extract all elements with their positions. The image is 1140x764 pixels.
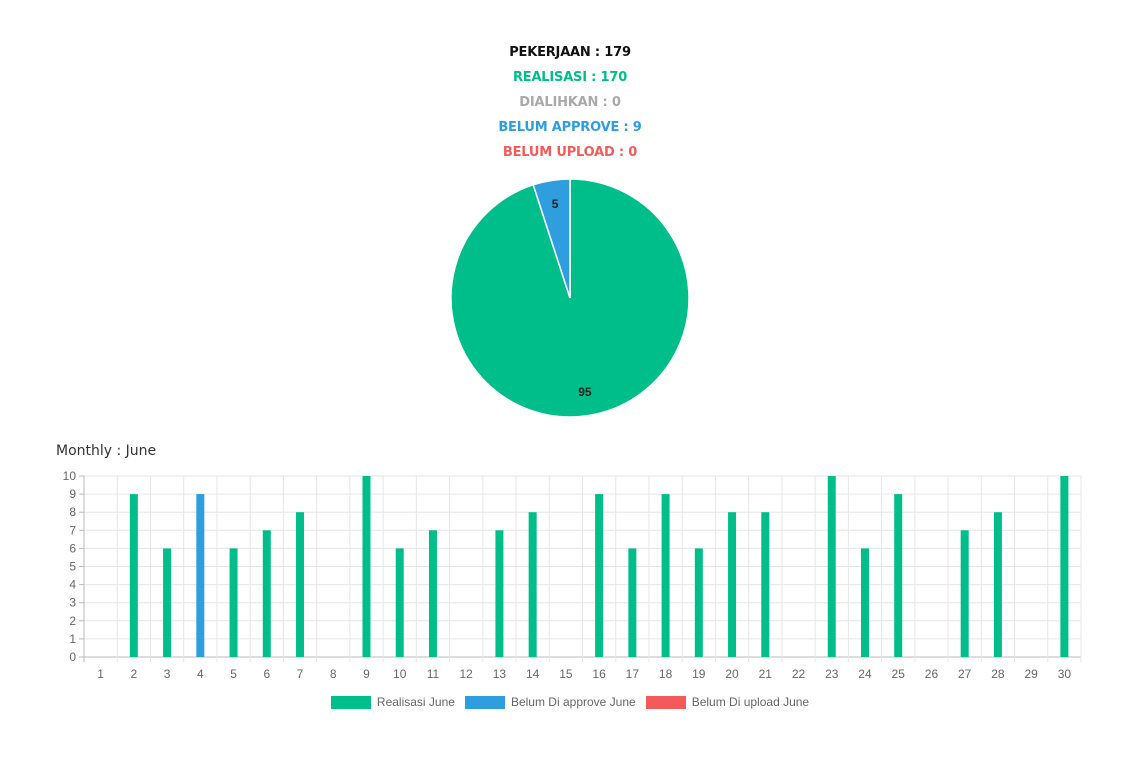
pie-slice-label: 95 [578,385,592,399]
y-tick-label: 1 [69,632,76,646]
x-tick-label: 23 [825,667,839,681]
pie-slice-label: 5 [552,197,559,211]
x-tick-label: 14 [526,667,540,681]
bar-realisasi-june-25[interactable] [894,494,903,657]
bar-realisasi-june-10[interactable] [395,548,404,657]
legend-item-realisasi-june[interactable]: Realisasi June [330,695,455,709]
x-tick-label: 24 [858,667,872,681]
x-tick-label: 13 [493,667,507,681]
bar-realisasi-june-21[interactable] [761,512,770,657]
x-tick-label: 8 [330,667,337,681]
y-tick-label: 10 [63,469,77,483]
x-tick-label: 15 [559,667,573,681]
bar-belum-di-approve-june-4[interactable] [196,494,205,657]
pie-slice-belum-approve[interactable] [532,178,571,299]
x-tick-label: 20 [725,667,739,681]
stat-pekerjaan: PEKERJAAN : 179 [509,45,631,60]
x-tick-label: 27 [958,667,972,681]
y-tick-label: 0 [69,650,76,664]
stat-dialihkan: DIALIHKAN : 0 [519,95,621,110]
y-tick-label: 7 [69,523,76,537]
x-tick-label: 9 [363,667,370,681]
legend-item-belum-di-upload-june[interactable]: Belum Di upload June [645,695,810,709]
x-tick-label: 5 [230,667,237,681]
x-tick-label: 18 [659,667,673,681]
bar-realisasi-june-14[interactable] [528,512,537,657]
bar-realisasi-june-16[interactable] [595,494,604,657]
bar-realisasi-june-17[interactable] [628,548,637,657]
x-tick-label: 3 [164,667,171,681]
bar-realisasi-june-23[interactable] [827,476,836,657]
x-tick-label: 26 [925,667,939,681]
bar-realisasi-june-18[interactable] [661,494,670,657]
x-tick-label: 7 [297,667,304,681]
y-tick-label: 5 [69,560,76,574]
x-tick-label: 1 [97,667,104,681]
bar-realisasi-june-13[interactable] [495,530,504,657]
y-tick-label: 6 [69,541,76,555]
legend-swatch [464,695,505,709]
x-tick-label: 29 [1024,667,1038,681]
x-tick-label: 17 [626,667,640,681]
bar-realisasi-june-30[interactable] [1060,476,1069,657]
x-tick-label: 30 [1058,667,1072,681]
bar-realisasi-june-24[interactable] [860,548,869,657]
stat-belum-approve: BELUM APPROVE : 9 [498,120,642,135]
x-tick-label: 2 [131,667,138,681]
x-tick-label: 25 [892,667,906,681]
y-tick-label: 8 [69,505,76,519]
summary-stats: PEKERJAAN : 179 REALISASI : 170 DIALIHKA… [0,40,1140,165]
x-tick-label: 11 [427,667,440,681]
stat-belum-upload: BELUM UPLOAD : 0 [502,145,638,160]
stat-realisasi: REALISASI : 170 [512,70,628,85]
bar-realisasi-june-7[interactable] [296,512,305,657]
x-tick-label: 21 [759,667,773,681]
legend-label: Belum Di upload June [691,695,810,709]
bar-realisasi-june-3[interactable] [163,548,172,657]
x-tick-label: 10 [393,667,407,681]
y-tick-label: 9 [69,487,76,501]
bar-realisasi-june-20[interactable] [728,512,737,657]
bar-realisasi-june-27[interactable] [960,530,969,657]
legend-item-belum-di-approve-june[interactable]: Belum Di approve June [464,695,636,709]
x-tick-label: 16 [592,667,606,681]
y-tick-label: 2 [69,614,76,628]
legend-swatch [330,695,371,709]
y-tick-label: 3 [69,596,76,610]
bar-realisasi-june-2[interactable] [129,494,138,657]
bar-realisasi-june-11[interactable] [428,530,437,657]
bar-chart-legend: Realisasi June Belum Di approve June Belum… [0,695,1140,709]
x-tick-label: 19 [692,667,706,681]
bar-realisasi-june-28[interactable] [993,512,1002,657]
pie-chart: 95 5 [450,178,690,418]
x-tick-label: 22 [792,667,806,681]
x-tick-label: 28 [991,667,1005,681]
bar-realisasi-june-9[interactable] [362,476,371,657]
legend-label: Belum Di approve June [510,695,636,709]
legend-label: Realisasi June [376,695,455,709]
legend-swatch [645,695,686,709]
bar-realisasi-june-19[interactable] [694,548,703,657]
x-tick-label: 12 [460,667,474,681]
x-tick-label: 4 [197,667,204,681]
x-tick-label: 6 [263,667,270,681]
bar-realisasi-june-5[interactable] [229,548,238,657]
y-tick-label: 4 [69,578,76,592]
monthly-title: Monthly : June [56,443,157,459]
bar-realisasi-june-6[interactable] [262,530,271,657]
